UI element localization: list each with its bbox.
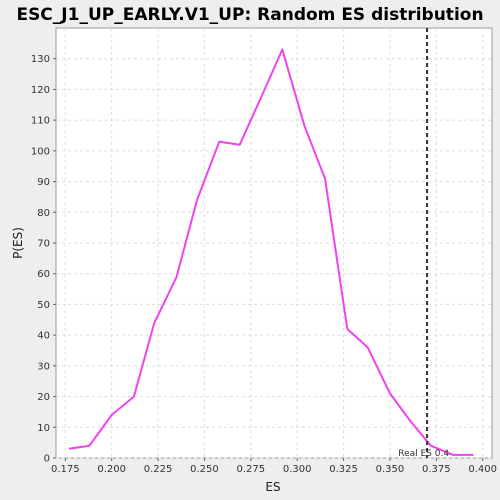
y-axis-ticks: 0 10 20 30 40 50 60 70 80 90 100 110 120 130 xyxy=(31,54,56,465)
y-tick-label: 60 xyxy=(37,269,50,280)
grid-lines xyxy=(56,28,492,459)
reference-layer: Real ES 0.4 xyxy=(398,28,449,459)
x-tick-label: 0.275 xyxy=(236,464,265,475)
y-tick-label: 10 xyxy=(37,423,50,434)
x-tick-label: 0.175 xyxy=(51,464,80,475)
series-layer xyxy=(68,48,474,456)
y-tick-label: 80 xyxy=(37,208,50,219)
y-tick-label: 90 xyxy=(37,177,50,188)
y-tick-label: 40 xyxy=(37,331,50,342)
x-tick-label: 0.325 xyxy=(329,464,358,475)
es-distribution-line xyxy=(68,48,474,456)
y-tick-label: 0 xyxy=(44,454,50,465)
y-axis-label: P(ES) xyxy=(11,227,25,259)
y-tick-label: 110 xyxy=(31,116,50,127)
real-es-label: Real ES 0.4 xyxy=(398,449,449,459)
x-tick-label: 0.400 xyxy=(468,464,497,475)
y-tick-label: 120 xyxy=(31,85,50,96)
x-tick-label: 0.225 xyxy=(144,464,173,475)
chart-title: ESC_J1_UP_EARLY.V1_UP: Random ES distrib… xyxy=(16,5,483,25)
x-axis-ticks: 0.175 0.200 0.225 0.250 0.275 0.300 0.325 0.350… xyxy=(51,458,497,475)
y-tick-label: 20 xyxy=(37,392,50,403)
y-tick-label: 70 xyxy=(37,239,50,250)
x-tick-label: 0.250 xyxy=(190,464,219,475)
x-tick-label: 0.350 xyxy=(376,464,405,475)
y-tick-label: 30 xyxy=(37,361,50,372)
y-tick-label: 50 xyxy=(37,300,50,311)
x-axis-label: ES xyxy=(265,480,280,494)
y-tick-label: 130 xyxy=(31,54,50,65)
x-tick-label: 0.200 xyxy=(97,464,126,475)
x-tick-label: 0.375 xyxy=(422,464,451,475)
y-tick-label: 100 xyxy=(31,146,50,157)
x-tick-label: 0.300 xyxy=(283,464,312,475)
